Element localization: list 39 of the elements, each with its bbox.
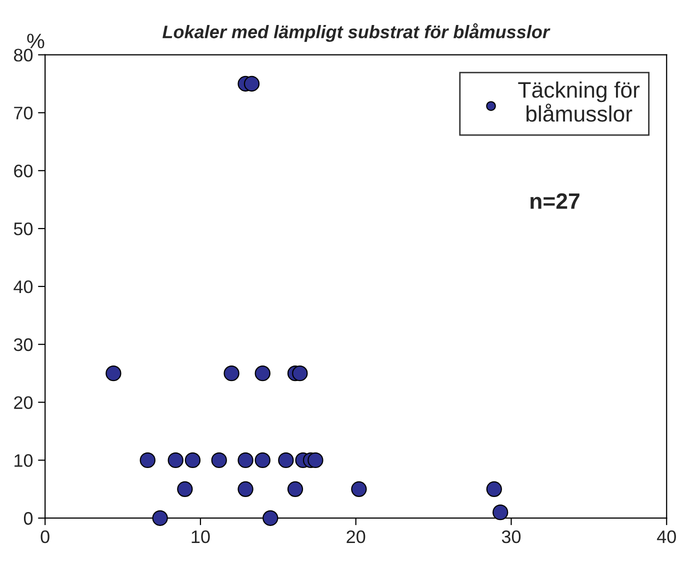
chart-title: Lokaler med lämpligt substrat för blåmusslor — [162, 23, 550, 42]
point — [177, 481, 193, 497]
y-tick-label: 60 — [14, 164, 33, 178]
point — [244, 76, 260, 92]
y-tick-label: 80 — [14, 48, 33, 62]
point — [224, 365, 240, 382]
point — [492, 504, 508, 520]
point — [262, 510, 278, 526]
y-tick-label: 10 — [14, 454, 33, 467]
point — [486, 481, 502, 497]
point — [292, 365, 308, 382]
point — [168, 452, 184, 468]
x-tick-label: 0 — [40, 530, 50, 544]
point — [106, 365, 122, 382]
x-tick-label: 30 — [502, 530, 521, 544]
y-tick-label: 70 — [14, 106, 33, 120]
x-tick-label: 20 — [346, 530, 366, 544]
point — [238, 452, 254, 468]
y-axis-title: % — [27, 34, 44, 48]
point — [308, 452, 324, 468]
point — [238, 481, 254, 497]
y-tick-label: 0 — [24, 512, 33, 525]
point — [254, 452, 270, 468]
point — [351, 481, 367, 497]
y-tick-label: 20 — [14, 396, 33, 409]
point — [152, 510, 168, 526]
annotation: n=27 — [530, 193, 580, 209]
x-tick-label: 10 — [192, 530, 210, 544]
point — [211, 452, 227, 468]
point — [287, 481, 304, 497]
point — [278, 452, 294, 468]
y-tick-label: 50 — [14, 222, 33, 236]
point — [254, 365, 270, 382]
point — [184, 452, 201, 468]
y-tick-label: 40 — [14, 280, 33, 294]
x-tick-label: 40 — [656, 530, 676, 544]
point — [140, 452, 156, 468]
y-tick-label: 30 — [14, 338, 33, 352]
legend-label: Täckning för blåmusslor — [518, 81, 640, 122]
